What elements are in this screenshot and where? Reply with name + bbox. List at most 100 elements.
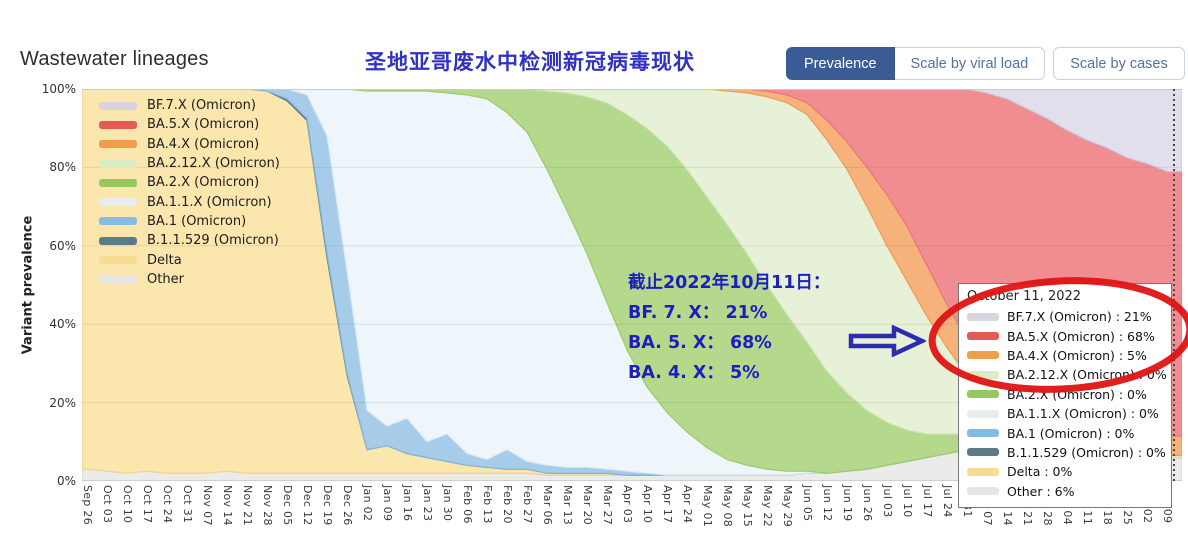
y-tick-label: 20% — [49, 395, 76, 410]
x-tick-label: May 22 — [761, 485, 774, 528]
x-tick-label: Feb 13 — [481, 485, 494, 524]
x-tick-label: Oct 24 — [161, 485, 174, 524]
tooltip-row: BA.5.X (Omicron) : 68% — [967, 326, 1163, 345]
x-tick-label: Feb 27 — [521, 485, 534, 524]
chart-legend: BF.7.X (Omicron) BA.5.X (Omicron) BA.4.X (… — [99, 96, 280, 289]
x-tick-label: Jan 16 — [401, 485, 414, 522]
tooltip-swatch — [967, 312, 999, 321]
legend-item-ba-2-12-x-omicron-[interactable]: BA.2.12.X (Omicron) — [99, 154, 280, 173]
x-tick-label: Jan 02 — [361, 485, 374, 522]
tooltip-label: BA.1.1.X (Omicron) : 0% — [1007, 406, 1159, 422]
legend-swatch — [99, 120, 137, 129]
tooltip-label: BA.1 (Omicron) : 0% — [1007, 425, 1135, 441]
x-tick-label: Jan 09 — [381, 485, 394, 522]
x-tick-label: Oct 10 — [121, 485, 134, 524]
area-series-ba-2-x[interactable] — [82, 89, 1182, 474]
x-tick-label: Jun 19 — [841, 485, 854, 522]
annotation-line: 截止2022年10月11日： — [628, 273, 831, 293]
legend-swatch — [99, 236, 137, 245]
annotation-line: BA. 5. X： 68% — [628, 333, 772, 353]
tooltip-label: BA.5.X (Omicron) : 68% — [1007, 328, 1155, 344]
legend-label: BA.4.X (Omicron) — [147, 136, 260, 152]
tooltip-row: B.1.1.529 (Omicron) : 0% — [967, 443, 1166, 462]
tooltip-row: BA.2.12.X (Omicron) : 0% — [967, 365, 1167, 384]
legend-item-ba-1-omicron-[interactable]: BA.1 (Omicron) — [99, 212, 280, 231]
tooltip-date: October 11, 2022 — [967, 289, 1082, 304]
tooltip-label: Other : 6% — [1007, 483, 1075, 499]
x-tick-label: Jul 10 — [901, 485, 914, 518]
tooltip-swatch — [967, 390, 999, 399]
scale-by-cases-button[interactable]: Scale by cases — [1053, 47, 1185, 80]
blue-arrow-annotation — [848, 325, 926, 357]
tooltip-swatch — [967, 467, 999, 476]
chinese-annotation: 截止2022年10月11日： BF. 7. X： 21% BA. 5. X： 6… — [628, 268, 830, 388]
x-tick-label: Jun 26 — [861, 485, 874, 522]
x-tick-label: Dec 05 — [281, 485, 294, 526]
tooltip-swatch — [967, 429, 999, 438]
area-series-bf-7-x[interactable] — [82, 89, 1182, 172]
annotation-line: BF. 7. X： 21% — [628, 303, 768, 323]
legend-label: BA.2.X (Omicron) — [147, 175, 260, 191]
legend-swatch — [99, 159, 137, 168]
tooltip-label: BA.2.X (Omicron) : 0% — [1007, 386, 1147, 402]
legend-item-delta[interactable]: Delta — [99, 250, 280, 269]
scale-by-viral-load-button[interactable]: Scale by viral load — [894, 47, 1046, 80]
x-tick-label: Feb 20 — [501, 485, 514, 524]
x-tick-label: Feb 06 — [461, 485, 474, 524]
x-tick-label: Oct 03 — [101, 485, 114, 524]
legend-swatch — [99, 101, 137, 110]
legend-label: BA.2.12.X (Omicron) — [147, 156, 280, 172]
x-tick-label: Dec 12 — [301, 485, 314, 526]
tooltip-label: B.1.1.529 (Omicron) : 0% — [1007, 444, 1166, 460]
page-title: Wastewater lineages — [20, 48, 209, 70]
tooltip-row: BF.7.X (Omicron) : 21% — [967, 307, 1163, 326]
view-toggle-group: Prevalence Scale by viral load Scale by … — [786, 47, 1185, 80]
y-tick-label: 40% — [49, 317, 76, 332]
area-series-ba-5-x[interactable] — [82, 89, 1182, 437]
tooltip-swatch — [967, 487, 999, 496]
tooltip-label: BA.2.12.X (Omicron) : 0% — [1007, 367, 1167, 383]
tooltip-swatch — [967, 448, 999, 457]
x-tick-label: Nov 28 — [261, 485, 274, 526]
chinese-subtitle: 圣地亚哥废水中检测新冠病毒现状 — [365, 49, 695, 74]
x-tick-label: Dec 26 — [341, 485, 354, 526]
tooltip-swatch — [967, 370, 999, 379]
tooltip-row: BA.1.1.X (Omicron) : 0% — [967, 404, 1163, 423]
legend-item-ba-2-x-omicron-[interactable]: BA.2.X (Omicron) — [99, 173, 280, 192]
legend-label: Delta — [147, 252, 182, 268]
tooltip-row: Delta : 0% — [967, 462, 1163, 481]
area-series-ba-2-12-x[interactable] — [82, 89, 1182, 459]
legend-item-ba-4-x-omicron-[interactable]: BA.4.X (Omicron) — [99, 135, 280, 154]
x-tick-label: Jul 03 — [881, 485, 894, 518]
legend-label: Other — [147, 271, 184, 287]
tooltip-label: BF.7.X (Omicron) : 21% — [1007, 309, 1152, 325]
x-tick-label: Jul 17 — [921, 485, 934, 518]
prevalence-button[interactable]: Prevalence — [786, 47, 895, 80]
legend-item-other[interactable]: Other — [99, 270, 280, 289]
legend-swatch — [99, 140, 137, 149]
legend-item-ba-5-x-omicron-[interactable]: BA.5.X (Omicron) — [99, 115, 280, 134]
tooltip-swatch — [967, 332, 999, 341]
x-tick-label: Jan 30 — [441, 485, 454, 522]
tooltip-row: BA.1 (Omicron) : 0% — [967, 423, 1163, 442]
y-tick-label: 60% — [49, 238, 76, 253]
legend-item-b-1-1-529-omicron-[interactable]: B.1.1.529 (Omicron) — [99, 231, 280, 250]
x-tick-label: May 01 — [701, 485, 714, 528]
legend-item-ba-1-1-x-omicron-[interactable]: BA.1.1.X (Omicron) — [99, 192, 280, 211]
tooltip-label: BA.4.X (Omicron) : 5% — [1007, 347, 1147, 363]
legend-item-bf-7-x-omicron-[interactable]: BF.7.X (Omicron) — [99, 96, 280, 115]
x-tick-label: Sep 26 — [81, 485, 94, 526]
chart-tooltip: October 11, 2022 BF.7.X (Omicron) : 21% B… — [958, 283, 1172, 508]
x-tick-label: Dec 19 — [321, 485, 334, 526]
x-tick-label: Nov 21 — [241, 485, 254, 526]
legend-label: BF.7.X (Omicron) — [147, 98, 256, 114]
tooltip-swatch — [967, 409, 999, 418]
x-tick-label: Apr 10 — [641, 485, 654, 524]
legend-swatch — [99, 275, 137, 284]
tooltip-swatch — [967, 351, 999, 360]
legend-swatch — [99, 198, 137, 207]
x-tick-label: May 08 — [721, 485, 734, 528]
tooltip-rows: BF.7.X (Omicron) : 21% BA.5.X (Omicron) :… — [967, 307, 1167, 501]
y-tick-label: 0% — [56, 474, 76, 488]
tooltip-row: BA.4.X (Omicron) : 5% — [967, 346, 1163, 365]
